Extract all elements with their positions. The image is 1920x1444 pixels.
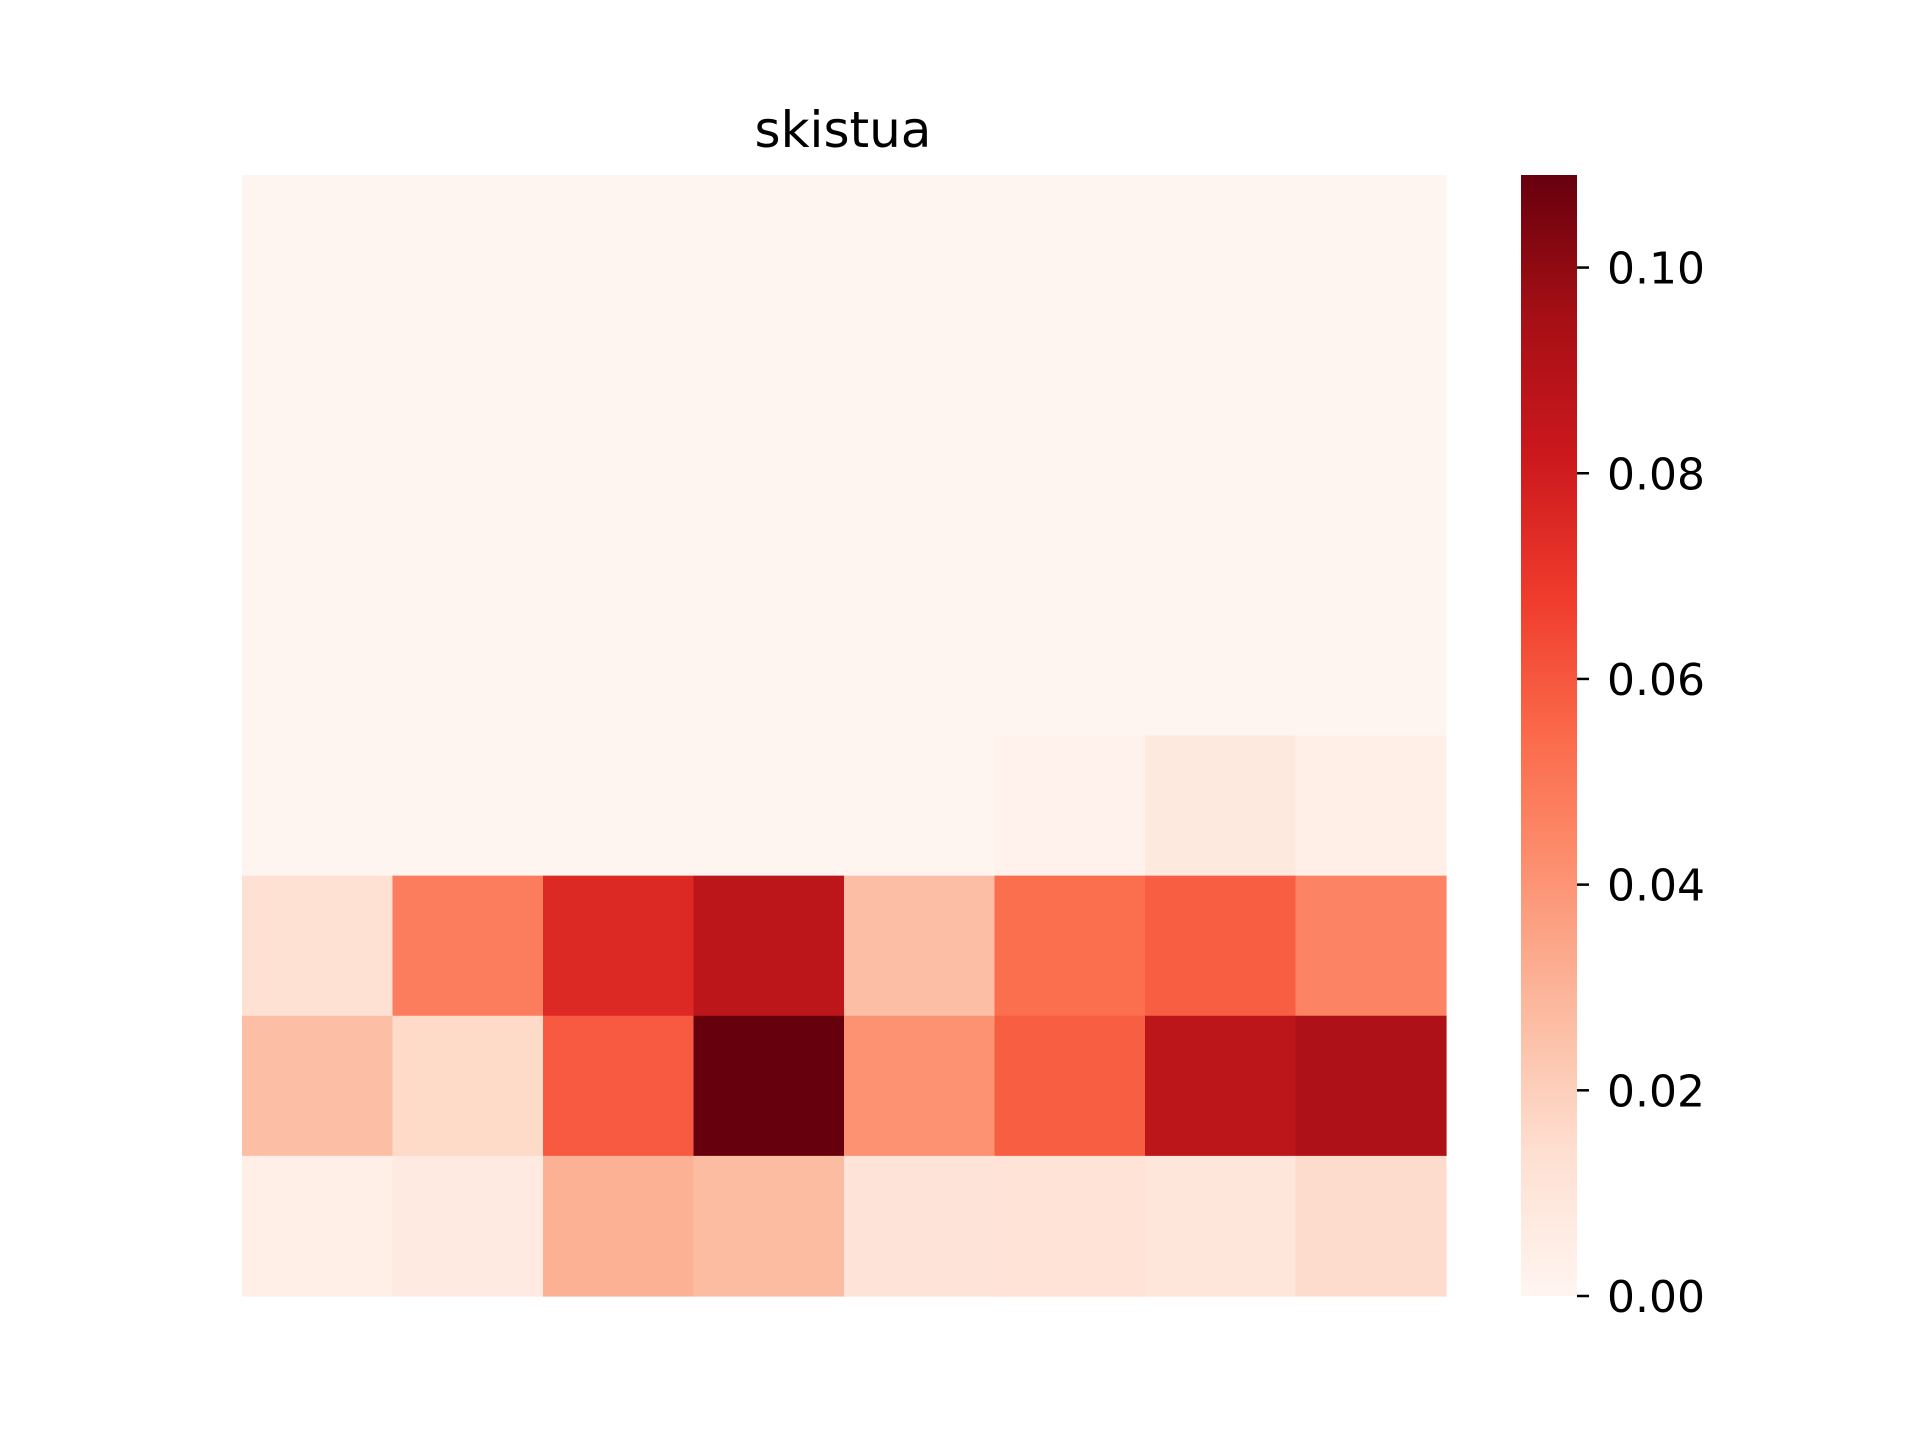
heatmap-cell	[844, 595, 996, 737]
heatmap-cell	[1145, 175, 1297, 316]
heatmap-cell	[844, 735, 996, 877]
heatmap-cell	[994, 595, 1146, 737]
colorbar-tick-label: 0.04	[1607, 861, 1705, 912]
heatmap-cell	[242, 315, 394, 456]
heatmap-cell	[242, 735, 394, 877]
heatmap-cell	[994, 1015, 1146, 1157]
heatmap-cell	[242, 595, 394, 737]
heatmap-cell	[994, 175, 1146, 316]
heatmap-cell	[693, 1015, 845, 1157]
heatmap-cell	[242, 1015, 394, 1157]
colorbar-tick-label: 0.08	[1607, 449, 1705, 500]
heatmap-cell	[1295, 455, 1447, 596]
heatmap-cell	[392, 735, 544, 877]
heatmap-cell	[1145, 455, 1297, 596]
heatmap-cell	[1295, 1015, 1447, 1157]
heatmap-cell	[693, 735, 845, 877]
heatmap-cell	[1145, 1015, 1297, 1157]
heatmap-cell	[543, 1015, 695, 1157]
heatmap-cell	[392, 875, 544, 1017]
heatmap-cell	[844, 1155, 996, 1297]
heatmap-cell	[1145, 875, 1297, 1017]
heatmap-cell	[392, 455, 544, 596]
heatmap-cell	[1145, 595, 1297, 737]
heatmap-cell	[1295, 595, 1447, 737]
heatmap-cell	[1145, 315, 1297, 456]
colorbar	[1521, 175, 1577, 1296]
heatmap-cell	[994, 315, 1146, 456]
heatmap-cell	[994, 735, 1146, 877]
heatmap-cell	[392, 175, 544, 316]
heatmap-cell	[543, 315, 695, 456]
heatmap-cell	[543, 735, 695, 877]
heatmap-cell	[844, 1015, 996, 1157]
heatmap-cell	[1145, 1155, 1297, 1297]
heatmap-cell	[1295, 1155, 1447, 1297]
heatmap-cell	[1295, 315, 1447, 456]
heatmap-cell	[242, 455, 394, 596]
heatmap-cell	[543, 875, 695, 1017]
colorbar-tick-label: 0.06	[1607, 655, 1705, 706]
heatmap-cell	[693, 595, 845, 737]
heatmap-cell	[693, 315, 845, 456]
heatmap-cell	[994, 875, 1146, 1017]
heatmap-cell	[242, 875, 394, 1017]
heatmap-cell	[693, 455, 845, 596]
colorbar-tick-label: 0.00	[1607, 1272, 1705, 1323]
heatmap-cell	[844, 315, 996, 456]
heatmap-cell	[844, 455, 996, 596]
heatmap-cell	[543, 1155, 695, 1297]
heatmap-cell	[844, 875, 996, 1017]
heatmap-cell	[242, 1155, 394, 1297]
heatmap-cell	[392, 315, 544, 456]
heatmap-cell	[1295, 875, 1447, 1017]
heatmap-cell	[392, 595, 544, 737]
heatmap-cell	[1295, 735, 1447, 877]
chart-title: skistua	[755, 101, 932, 159]
heatmap-cells	[242, 175, 1447, 1297]
heatmap-cell	[1145, 735, 1297, 877]
heatmap-cell	[543, 595, 695, 737]
heatmap-cell	[994, 1155, 1146, 1297]
heatmap-cell	[844, 175, 996, 316]
heatmap-cell	[693, 875, 845, 1017]
heatmap-cell	[693, 175, 845, 316]
heatmap-cell	[994, 455, 1146, 596]
colorbar-ticks: 0.00 0.02 0.04 0.06 0.08 0.10	[1577, 244, 1705, 1323]
heatmap-cell	[543, 175, 695, 316]
heatmap-cell	[392, 1155, 544, 1297]
heatmap-cell	[693, 1155, 845, 1297]
heatmap-cell	[1295, 175, 1447, 316]
heatmap-cell	[543, 455, 695, 596]
heatmap-cell	[242, 175, 394, 316]
colorbar-tick-label: 0.10	[1607, 244, 1705, 295]
heatmap-cell	[392, 1015, 544, 1157]
colorbar-tick-label: 0.02	[1607, 1066, 1705, 1117]
